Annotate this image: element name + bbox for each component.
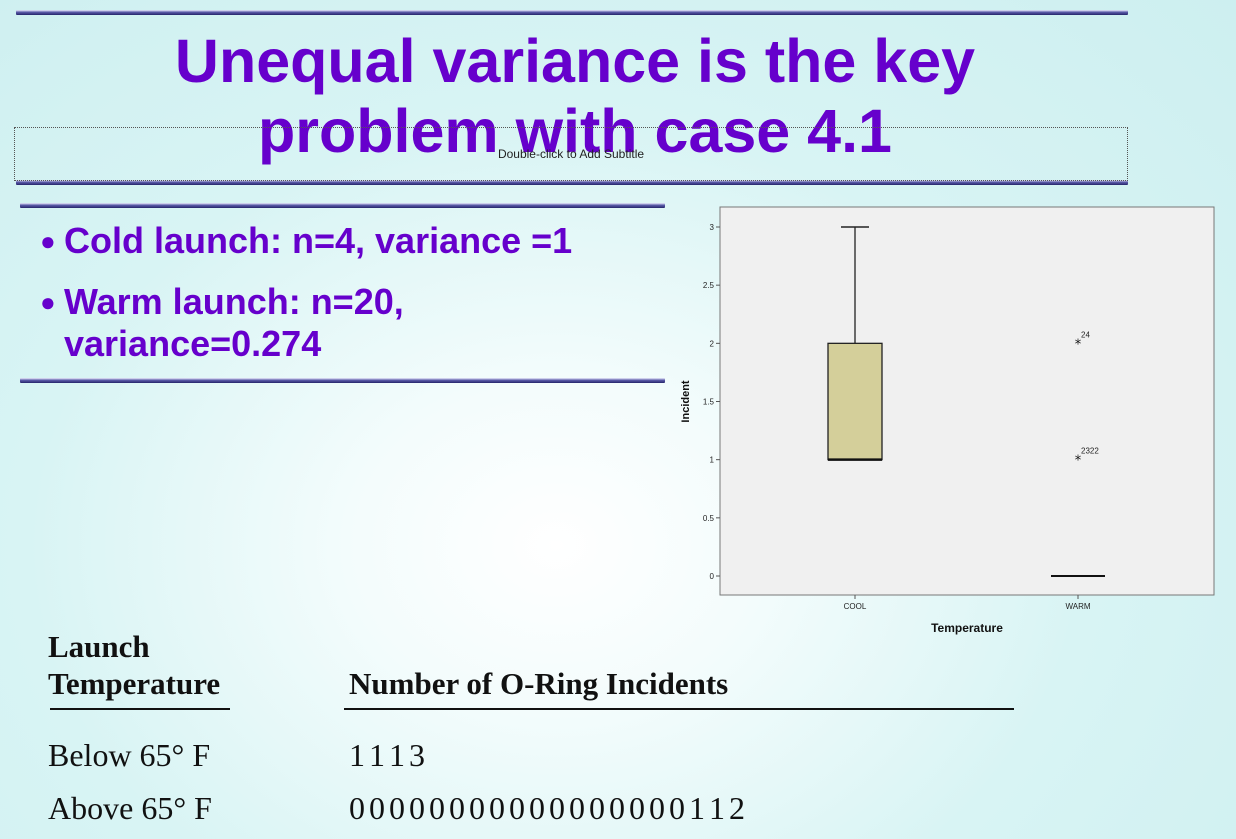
bullets-bottom-rule	[20, 378, 665, 383]
bullet-item-1: ● Cold launch: n=4, variance =1	[40, 220, 660, 262]
table-row-label: Below 65° F	[48, 737, 211, 773]
table-col2-header: Number of O-Ring Incidents	[349, 666, 729, 701]
bullets-top-rule	[20, 203, 665, 208]
top-rule	[16, 10, 1128, 15]
plot-area	[719, 206, 1215, 596]
table-col1-header: Launch Temperature	[48, 628, 220, 702]
table-header-rule-left	[50, 708, 230, 710]
outlier-marker: *	[1075, 337, 1082, 352]
x-tick-label: WARM	[1065, 602, 1090, 611]
table-header-rule-right	[344, 708, 1014, 710]
bullet-item-2: ● Warm launch: n=20, variance=0.274	[40, 281, 660, 365]
table-row-below-values: 1 1 1 3	[349, 737, 425, 773]
outlier-marker: *	[1075, 454, 1082, 469]
table-row-above: Above 65° F	[48, 790, 212, 826]
table-row-below: Below 65° F	[48, 737, 210, 773]
bullet-dot: ●	[40, 287, 56, 317]
y-tick-label: 0	[710, 572, 715, 581]
outlier-label: 2322	[1081, 447, 1099, 456]
title-bottom-rule	[16, 180, 1128, 185]
y-tick-label: 2.5	[703, 281, 715, 290]
table-row-label: Above 65° F	[48, 790, 212, 826]
bullet-text: Warm launch: n=20, variance=0.274	[64, 281, 404, 364]
table-row-above-values: 0 0 0 0 0 0 0 0 0 0 0 0 0 0 0 0 0 1 1 2	[349, 790, 745, 826]
box-iqr	[827, 342, 883, 461]
y-tick-label: 1.5	[703, 398, 715, 407]
bullet-dot: ●	[40, 226, 56, 256]
boxplot-chart: 0 0.5 1 1.5 2 2.5 3 COOL WARM Temperature Incident…	[680, 206, 1215, 635]
y-tick-label: 0.5	[703, 514, 715, 523]
y-tick-label: 3	[710, 223, 715, 232]
bullet-text: Cold launch: n=4, variance =1	[64, 220, 573, 261]
x-axis-label: Temperature	[931, 621, 1003, 635]
table-col1-header-line1: Launch	[48, 629, 150, 664]
subtitle-placeholder[interactable]: Double-click to Add Subtitle	[14, 127, 1128, 181]
subtitle-placeholder-text: Double-click to Add Subtitle	[497, 147, 645, 161]
outlier-label: 24	[1081, 330, 1090, 339]
table-col1-header-line2: Temperature	[48, 666, 221, 701]
x-tick-label: COOL	[844, 602, 867, 611]
y-tick-label: 2	[710, 339, 715, 348]
y-axis-label: Incident	[680, 380, 692, 423]
slide-title: Unequal variance is the key problem with…	[174, 27, 976, 165]
y-tick-label: 1	[710, 456, 715, 465]
